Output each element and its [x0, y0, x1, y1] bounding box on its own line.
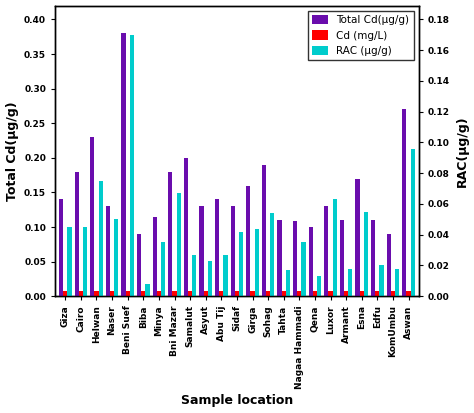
Bar [246, 185, 250, 296]
Bar [94, 291, 99, 296]
Bar [99, 181, 103, 296]
Bar [215, 199, 219, 296]
Bar [204, 291, 208, 296]
Bar [407, 291, 410, 296]
Bar [364, 211, 368, 296]
Bar [110, 291, 114, 296]
Bar [333, 199, 337, 296]
Bar [114, 219, 118, 296]
Bar [126, 291, 130, 296]
Bar [297, 291, 301, 296]
Bar [277, 220, 282, 296]
Bar [255, 228, 259, 296]
Bar [266, 291, 270, 296]
Bar [153, 217, 157, 296]
Bar [262, 165, 266, 296]
Bar [146, 284, 150, 296]
Bar [286, 270, 290, 296]
Bar [360, 291, 364, 296]
Bar [177, 193, 181, 296]
Bar [130, 35, 134, 296]
Bar [173, 291, 177, 296]
Bar [324, 206, 328, 296]
Bar [270, 213, 274, 296]
Bar [371, 220, 375, 296]
Bar [79, 291, 83, 296]
Bar [313, 291, 317, 296]
Bar [395, 268, 399, 296]
Bar [301, 242, 306, 296]
Bar [348, 268, 353, 296]
Bar [328, 291, 333, 296]
Bar [250, 291, 255, 296]
Bar [375, 291, 380, 296]
Y-axis label: Total Cd(μg/g): Total Cd(μg/g) [6, 101, 18, 201]
Bar [192, 255, 196, 296]
Bar [106, 206, 110, 296]
Bar [391, 291, 395, 296]
Bar [63, 291, 67, 296]
Bar [282, 291, 286, 296]
Bar [59, 199, 63, 296]
Bar [387, 234, 391, 296]
Bar [83, 227, 87, 296]
Bar [380, 266, 383, 296]
Bar [188, 291, 192, 296]
Bar [340, 220, 344, 296]
Y-axis label: RAC(μg/g): RAC(μg/g) [456, 115, 468, 187]
Bar [137, 234, 141, 296]
Bar [402, 109, 407, 296]
Bar [356, 178, 360, 296]
Bar [231, 206, 235, 296]
Bar [235, 291, 239, 296]
Bar [293, 221, 297, 296]
Legend: Total Cd(μg/g), Cd (mg/L), RAC (μg/g): Total Cd(μg/g), Cd (mg/L), RAC (μg/g) [308, 11, 413, 60]
Bar [184, 158, 188, 296]
Bar [157, 291, 161, 296]
Bar [141, 291, 146, 296]
Bar [74, 172, 79, 296]
Bar [317, 276, 321, 296]
Bar [67, 227, 72, 296]
Bar [90, 137, 94, 296]
X-axis label: Sample location: Sample location [181, 394, 293, 408]
Bar [410, 149, 415, 296]
Bar [168, 172, 173, 296]
Bar [309, 227, 313, 296]
Bar [344, 291, 348, 296]
Bar [161, 242, 165, 296]
Bar [223, 255, 228, 296]
Bar [208, 261, 212, 296]
Bar [121, 33, 126, 296]
Bar [219, 291, 223, 296]
Bar [239, 232, 243, 296]
Bar [200, 206, 204, 296]
